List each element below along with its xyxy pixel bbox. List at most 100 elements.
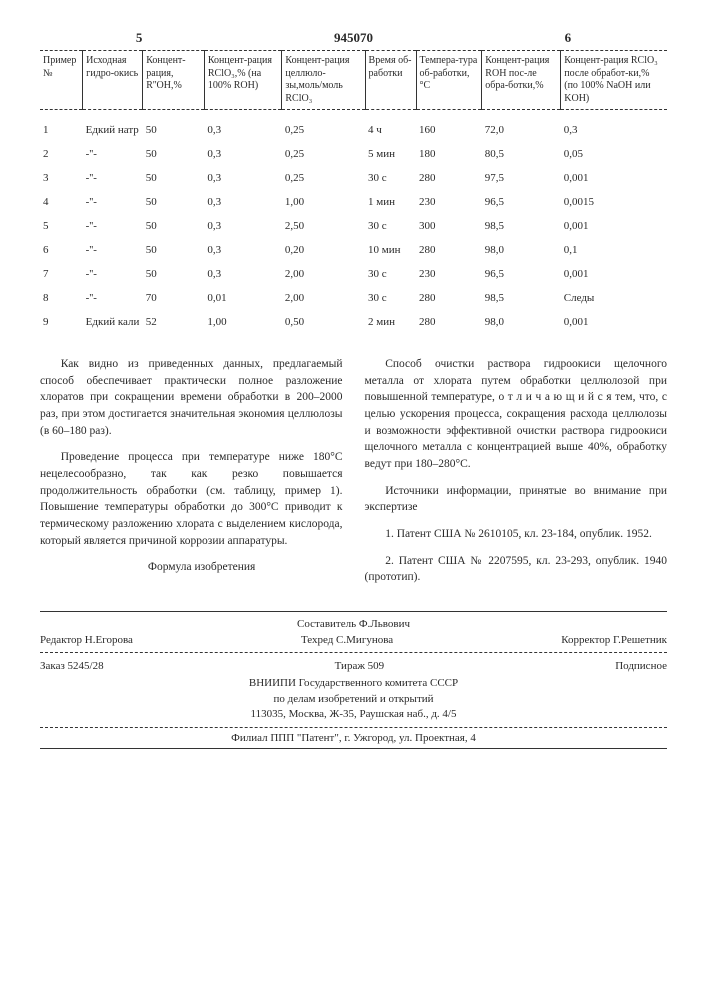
- table-cell: 0,0015: [561, 190, 667, 214]
- table-cell: 0,3: [561, 110, 667, 143]
- podpis: Подписное: [615, 659, 667, 674]
- table-cell: 0,3: [204, 166, 282, 190]
- table-cell: 1: [40, 110, 83, 143]
- table-cell: 280: [416, 310, 482, 334]
- page-numbers: 5 945070 6: [40, 30, 667, 46]
- address: 113035, Москва, Ж-35, Раушская наб., д. …: [40, 707, 667, 722]
- table-row: 3-''-500,30,2530 с28097,50,001: [40, 166, 667, 190]
- sources-title: Источники информации, принятые во вниман…: [365, 483, 668, 516]
- table-cell: 0,001: [561, 214, 667, 238]
- table-cell: 98,0: [482, 238, 561, 262]
- table-cell: 80,5: [482, 142, 561, 166]
- page-left: 5: [136, 30, 143, 46]
- body-text: Как видно из приведенных данных, предлаг…: [40, 356, 667, 591]
- table-cell: -''-: [83, 190, 143, 214]
- table-cell: 0,001: [561, 262, 667, 286]
- table-cell: 0,25: [282, 142, 365, 166]
- table-cell: 98,5: [482, 286, 561, 310]
- table-cell: 0,3: [204, 238, 282, 262]
- table-cell: 4: [40, 190, 83, 214]
- table-header: Концент-рация RClO₃,% (на 100% ROH): [204, 51, 282, 110]
- table-header: Пример №: [40, 51, 83, 110]
- table-cell: Едкий натр: [83, 110, 143, 143]
- table-cell: 230: [416, 190, 482, 214]
- formula-title: Формула изобретения: [40, 559, 343, 576]
- table-cell: 0,3: [204, 214, 282, 238]
- table-cell: 0,3: [204, 190, 282, 214]
- table-cell: 50: [143, 190, 205, 214]
- table-cell: Следы: [561, 286, 667, 310]
- table-cell: 2,00: [282, 262, 365, 286]
- table-cell: 50: [143, 238, 205, 262]
- table-cell: 0,3: [204, 110, 282, 143]
- table-cell: 30 с: [365, 214, 416, 238]
- table-cell: 6: [40, 238, 83, 262]
- table-cell: Едкий кали: [83, 310, 143, 334]
- table-header: Исходная гидро-окись: [83, 51, 143, 110]
- table-row: 4-''-500,31,001 мин23096,50,0015: [40, 190, 667, 214]
- data-table: Пример №Исходная гидро-окисьКонцент-раци…: [40, 50, 667, 334]
- table-header: Концент-рация, R''ОН,%: [143, 51, 205, 110]
- paragraph-3: Способ очистки раствора гидроокиси щелоч…: [365, 356, 668, 473]
- table-cell: -''-: [83, 238, 143, 262]
- table-cell: 97,5: [482, 166, 561, 190]
- table-cell: 0,1: [561, 238, 667, 262]
- table-cell: 98,5: [482, 214, 561, 238]
- table-cell: 0,001: [561, 166, 667, 190]
- table-header: Концент-рация RClO₃ после обработ-ки,% (…: [561, 51, 667, 110]
- table-cell: 180: [416, 142, 482, 166]
- table-cell: 4 ч: [365, 110, 416, 143]
- table-header: Концент-рация ROH пос-ле обра-ботки,%: [482, 51, 561, 110]
- table-cell: 0,001: [561, 310, 667, 334]
- table-cell: 280: [416, 286, 482, 310]
- table-cell: 98,0: [482, 310, 561, 334]
- table-header: Время об-работки: [365, 51, 416, 110]
- table-cell: 96,5: [482, 262, 561, 286]
- table-row: 2-''-500,30,255 мин18080,50,05: [40, 142, 667, 166]
- compiler: Составитель Ф.Львович: [297, 618, 410, 630]
- table-cell: 280: [416, 166, 482, 190]
- table-cell: 96,5: [482, 190, 561, 214]
- table-cell: 5 мин: [365, 142, 416, 166]
- table-cell: 50: [143, 110, 205, 143]
- table-cell: 0,25: [282, 110, 365, 143]
- table-cell: 160: [416, 110, 482, 143]
- source-1: 1. Патент США № 2610105, кл. 23-184, опу…: [365, 526, 668, 543]
- source-2: 2. Патент США № 2207595, кл. 23-293, опу…: [365, 553, 668, 586]
- table-cell: 2,00: [282, 286, 365, 310]
- table-cell: 1,00: [204, 310, 282, 334]
- editor: Редактор Н.Егорова: [40, 634, 133, 646]
- table-cell: 10 мин: [365, 238, 416, 262]
- table-header: Концент-рация целлюло-зы,моль/моль RClO₃: [282, 51, 365, 110]
- corrector: Корректор Г.Решетник: [561, 634, 667, 646]
- table-row: 1Едкий натр500,30,254 ч16072,00,3: [40, 110, 667, 143]
- table-cell: 7: [40, 262, 83, 286]
- page-right: 6: [565, 30, 572, 46]
- table-cell: 0,3: [204, 142, 282, 166]
- table-cell: 5: [40, 214, 83, 238]
- paragraph-2: Проведение процесса при температуре ниже…: [40, 449, 343, 549]
- table-cell: 9: [40, 310, 83, 334]
- table-cell: 300: [416, 214, 482, 238]
- techred: Техред С.Мигунова: [301, 634, 393, 646]
- table-cell: 0,25: [282, 166, 365, 190]
- table-cell: 30 с: [365, 286, 416, 310]
- table-cell: 0,50: [282, 310, 365, 334]
- table-cell: 2: [40, 142, 83, 166]
- table-cell: 30 с: [365, 262, 416, 286]
- table-cell: 0,3: [204, 262, 282, 286]
- table-cell: 8: [40, 286, 83, 310]
- table-cell: 3: [40, 166, 83, 190]
- table-cell: -''-: [83, 142, 143, 166]
- table-cell: 2 мин: [365, 310, 416, 334]
- table-cell: 50: [143, 142, 205, 166]
- table-cell: 50: [143, 214, 205, 238]
- table-cell: 0,01: [204, 286, 282, 310]
- table-cell: 0,05: [561, 142, 667, 166]
- table-cell: 1 мин: [365, 190, 416, 214]
- table-cell: 230: [416, 262, 482, 286]
- table-header: Темпера-тура об-работки, °C: [416, 51, 482, 110]
- table-row: 5-''-500,32,5030 с30098,50,001: [40, 214, 667, 238]
- table-cell: 1,00: [282, 190, 365, 214]
- table-cell: 30 с: [365, 166, 416, 190]
